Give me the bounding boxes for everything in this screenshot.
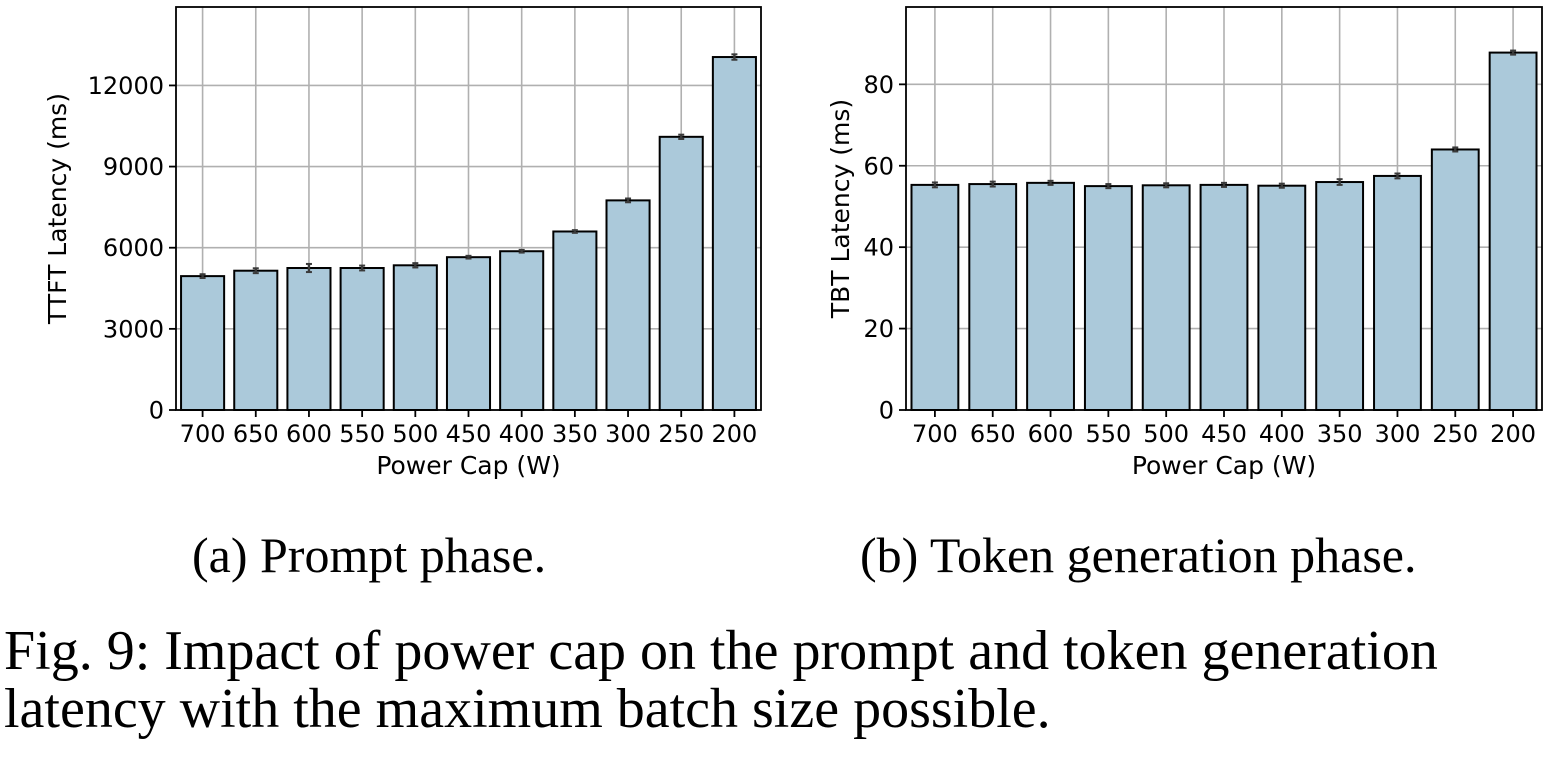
x-tick-label-350: 350 <box>1317 420 1363 448</box>
x-tick-label-650: 650 <box>970 420 1016 448</box>
x-tick-label-700: 700 <box>180 420 226 448</box>
x-tick-label-650: 650 <box>233 420 279 448</box>
caption-line-1: Fig. 9: Impact of power cap on the promp… <box>4 620 1438 682</box>
y-axis-label: TTFT Latency (ms) <box>43 93 72 325</box>
x-tick-label-550: 550 <box>1085 420 1131 448</box>
x-tick-label-450: 450 <box>1201 420 1247 448</box>
x-tick-label-600: 600 <box>1028 420 1074 448</box>
bar-350 <box>1315 181 1365 411</box>
bar-300 <box>605 199 651 411</box>
subcaption-b: (b) Token generation phase. <box>860 527 1417 583</box>
bar-500 <box>1141 184 1191 411</box>
x-tick-label-400: 400 <box>499 420 545 448</box>
x-tick-label-550: 550 <box>339 420 385 448</box>
bar-400 <box>1257 184 1307 411</box>
x-axis-label: Power Cap (W) <box>376 451 560 480</box>
x-tick-label-250: 250 <box>1432 420 1478 448</box>
bar-550 <box>1083 185 1133 411</box>
bar-450 <box>445 256 492 411</box>
y-tick-label: 20 <box>863 315 894 343</box>
bar-250 <box>658 135 704 411</box>
x-tick-label-350: 350 <box>552 420 598 448</box>
y-tick-label: 0 <box>879 397 894 425</box>
bar-650 <box>233 269 279 412</box>
bar-350 <box>552 230 598 411</box>
bar-300 <box>1373 174 1422 411</box>
y-tick-label: 6000 <box>103 234 164 262</box>
x-tick-label-700: 700 <box>912 420 958 448</box>
x-tick-label-300: 300 <box>1375 420 1421 448</box>
bar-700 <box>180 275 226 412</box>
x-tick-label-450: 450 <box>446 420 492 448</box>
x-tick-label-200: 200 <box>712 420 758 448</box>
subcaption-a: (a) Prompt phase. <box>192 527 547 583</box>
bar-200 <box>711 56 757 411</box>
bar-650 <box>968 183 1018 411</box>
chart-token-generation-phase: 0 20 40 60 80 700 650 600 550 500 450 400 350 300 250 2… <box>826 6 1543 480</box>
y-tick-label: 60 <box>863 152 894 180</box>
y-tick-label: 0 <box>149 397 164 425</box>
y-tick-label: 3000 <box>103 315 164 343</box>
figure-caption: Fig. 9: Impact of power cap on the promp… <box>4 622 1550 738</box>
bar-400 <box>499 250 545 411</box>
x-tick-label-600: 600 <box>286 420 332 448</box>
x-tick-label-300: 300 <box>605 420 651 448</box>
bar-600 <box>1026 181 1075 411</box>
x-axis-label: Power Cap (W) <box>1132 451 1316 480</box>
y-tick-label: 9000 <box>103 153 164 181</box>
x-tick-label-400: 400 <box>1259 420 1305 448</box>
bar-450 <box>1199 183 1249 411</box>
caption-line-2: latency with the maximum batch size poss… <box>4 678 1051 740</box>
x-tick-label-500: 500 <box>392 420 438 448</box>
bar-250 <box>1430 148 1480 411</box>
bar-500 <box>392 264 438 411</box>
x-tick-label-500: 500 <box>1143 420 1189 448</box>
y-tick-label: 12000 <box>88 72 164 100</box>
x-tick-label-250: 250 <box>658 420 704 448</box>
bar-200 <box>1488 51 1538 411</box>
y-tick-label: 80 <box>863 71 894 99</box>
y-axis-label: TBT Latency (ms) <box>826 99 855 319</box>
bar-550 <box>339 267 385 411</box>
y-tick-label: 40 <box>863 234 894 262</box>
bar-600 <box>286 267 332 411</box>
bar-700 <box>910 183 960 411</box>
x-tick-label-200: 200 <box>1490 420 1536 448</box>
